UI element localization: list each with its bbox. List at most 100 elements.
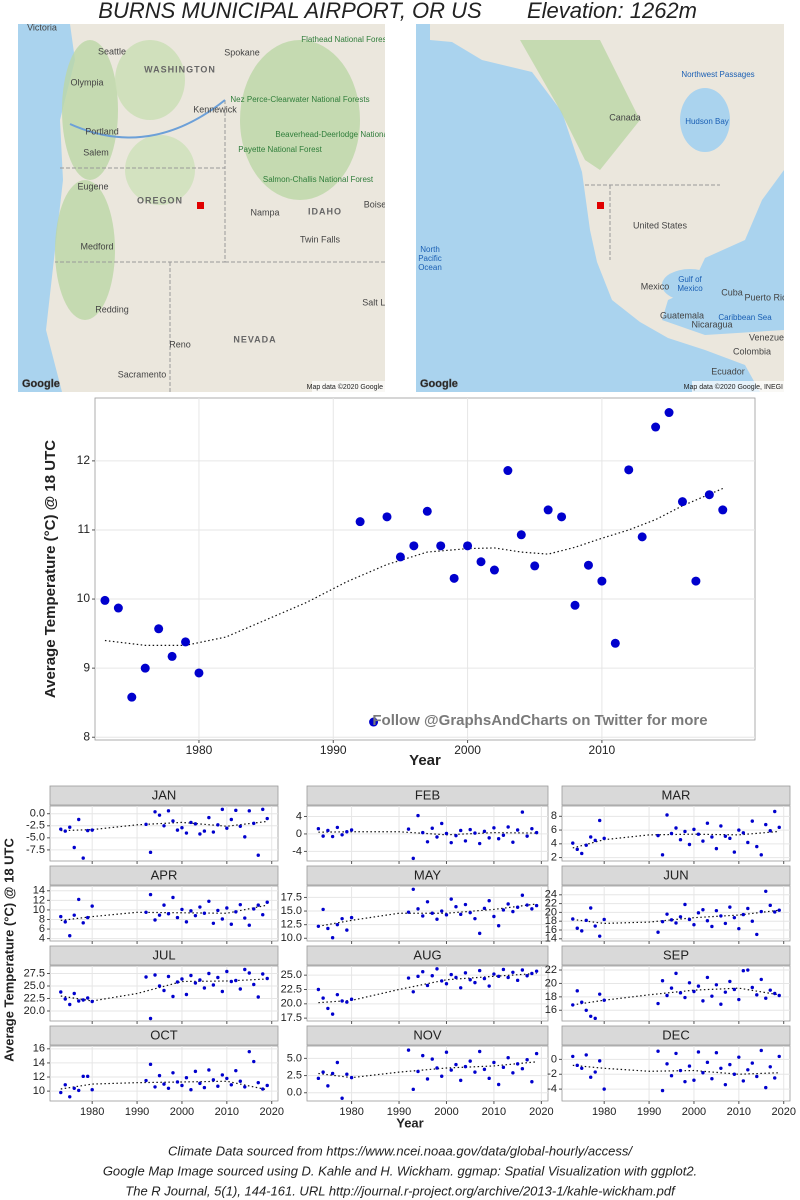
data-point — [193, 822, 198, 826]
data-point — [86, 1074, 90, 1079]
facet-title: JUN — [663, 867, 688, 882]
data-point — [571, 917, 575, 921]
map-label: OREGON — [137, 195, 183, 205]
data-point — [252, 982, 256, 987]
data-point — [746, 840, 750, 845]
data-point — [435, 1066, 439, 1070]
x-tick-label: 2010 — [215, 1106, 239, 1118]
data-point — [473, 916, 477, 921]
data-point — [773, 809, 777, 814]
data-point — [444, 1050, 449, 1054]
plot-background — [306, 965, 549, 1022]
data-point — [723, 1082, 728, 1087]
data-point — [701, 839, 705, 843]
data-point — [411, 887, 415, 891]
map-label: Hudson Bay — [685, 117, 729, 126]
data-point — [340, 916, 344, 921]
data-point — [463, 902, 468, 907]
data-point — [473, 1070, 477, 1074]
data-point — [669, 1074, 674, 1078]
x-tick-label: 2020 — [259, 1106, 283, 1118]
data-point — [330, 1071, 335, 1076]
data-point — [247, 809, 251, 813]
continental-map: Canada Hudson Bay Northwest Passages Uni… — [416, 24, 791, 392]
y-tick-label: 25.0 — [281, 969, 302, 981]
data-point — [77, 897, 81, 902]
y-tick-label: 14 — [33, 1057, 45, 1069]
y-tick-label: 12.5 — [281, 919, 302, 931]
data-point — [153, 1085, 157, 1089]
y-tick-label: 16 — [33, 1043, 45, 1055]
data-point — [198, 1081, 202, 1086]
facet-title: JAN — [152, 787, 177, 802]
facet-panel: JAN -7.5-5.0-2.50.0 — [26, 785, 279, 864]
regional-map: Victoria Seattle Olympia Spokane WASHING… — [18, 24, 385, 392]
data-point — [489, 565, 499, 575]
data-point — [229, 979, 234, 984]
data-point — [660, 1088, 665, 1093]
data-point — [677, 497, 687, 507]
data-point — [171, 895, 175, 900]
attribution-bg — [692, 381, 784, 392]
y-tick-label: 9 — [83, 660, 90, 674]
plot-background — [306, 885, 549, 942]
data-point — [157, 813, 162, 817]
data-point — [81, 856, 85, 860]
map-label: WASHINGTON — [144, 64, 216, 74]
x-tick-label: 2010 — [482, 1106, 506, 1118]
y-tick-label: -2 — [547, 1068, 557, 1080]
data-point — [425, 900, 430, 904]
facet-strip — [561, 1025, 791, 1046]
data-point — [482, 1067, 487, 1072]
data-point — [330, 1012, 335, 1016]
data-point — [492, 1060, 496, 1065]
forest — [520, 40, 640, 170]
data-point — [525, 974, 529, 978]
data-point — [184, 920, 189, 924]
data-point — [501, 833, 506, 837]
data-point — [593, 1070, 597, 1074]
data-point — [482, 906, 487, 911]
data-point — [144, 975, 148, 979]
x-tick-label: 1990 — [125, 1106, 149, 1118]
data-point — [459, 986, 463, 990]
data-point — [330, 936, 335, 940]
data-point — [515, 1062, 520, 1066]
data-point — [487, 899, 491, 903]
data-point — [759, 853, 763, 857]
data-point — [473, 831, 477, 835]
map-label: Cuba — [721, 287, 743, 297]
data-point — [468, 827, 472, 832]
y-tick-label: 2 — [551, 851, 557, 863]
facet-title: SEP — [663, 947, 689, 962]
location-marker — [597, 202, 604, 209]
map-label: Venezuela — [749, 332, 791, 342]
data-point — [321, 996, 325, 1000]
map-label: Caribbean Sea — [718, 313, 772, 322]
facet-strip — [561, 945, 791, 966]
data-point — [166, 974, 171, 979]
y-tick-label: 16 — [545, 924, 557, 936]
facet-strip — [49, 1025, 279, 1046]
data-point — [229, 922, 234, 926]
data-point — [723, 921, 728, 926]
facet-strip — [306, 945, 549, 966]
data-point — [449, 972, 453, 977]
data-point — [477, 968, 482, 973]
data-point — [656, 1001, 660, 1006]
data-point — [355, 517, 365, 527]
data-point — [345, 928, 349, 932]
map-attribution: Map data ©2020 Google, INEGI — [684, 383, 783, 391]
main-chart: 8 9 10 11 12 1980 1990 2000 2010 Year Average Temp… — [42, 397, 756, 769]
y-tick-label: 22 — [545, 898, 557, 910]
data-point — [511, 1071, 515, 1075]
data-point — [482, 976, 487, 981]
facet-panel: OCT 10 12 14 16 1980 1990 2000 2010 2020 — [33, 1025, 284, 1118]
data-point — [316, 987, 321, 992]
data-point — [243, 916, 247, 920]
x-axis-label: Year — [409, 752, 441, 769]
forest — [240, 40, 360, 200]
trend-line — [318, 972, 537, 1004]
map-label: Salem — [83, 147, 109, 157]
data-point — [330, 834, 335, 839]
